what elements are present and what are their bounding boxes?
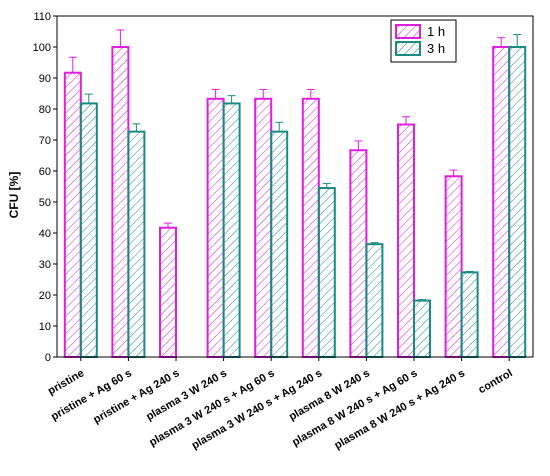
bar-1h — [206, 97, 225, 359]
bar-3h — [222, 102, 241, 358]
y-axis: 0 10 20 30 40 50 60 70 80 90 100 110 — [33, 11, 57, 364]
y-tick-label: 70 — [39, 135, 51, 147]
bar-3h — [270, 130, 289, 358]
plot-frame — [56, 15, 534, 358]
bar-1h — [159, 226, 177, 358]
legend-label: 3 h — [427, 41, 445, 56]
bar-1h — [349, 149, 368, 358]
legend-swatch — [395, 24, 421, 39]
y-tick-label: 110 — [33, 11, 51, 23]
y-tick-label: 80 — [39, 104, 51, 116]
legend-label: 1 h — [427, 24, 445, 39]
bar-3h — [508, 46, 527, 358]
bar-3h — [413, 299, 431, 358]
y-tick-label: 20 — [39, 290, 51, 302]
bar-3h — [127, 130, 146, 358]
bar-1h — [63, 71, 82, 358]
bar-1h — [444, 175, 463, 358]
x-tick-label: pristine + Ag 240 s — [91, 367, 181, 426]
y-tick-label: 50 — [39, 197, 51, 209]
bar-3h — [79, 102, 98, 358]
y-tick-label: 100 — [33, 42, 51, 54]
bar-1h — [254, 97, 273, 359]
bars — [63, 29, 527, 359]
bar-3h — [317, 187, 336, 358]
legend-swatch — [395, 41, 421, 56]
bar-3h — [365, 243, 384, 358]
y-tick-label: 10 — [39, 321, 51, 333]
y-tick-label: 30 — [39, 259, 51, 271]
x-tick-label: pristine — [46, 367, 86, 397]
bar-1h — [301, 97, 320, 359]
y-axis-title: CFU [%] — [7, 172, 21, 219]
y-tick-label: 60 — [39, 166, 51, 178]
bar-3h — [460, 271, 479, 358]
bar-1h — [492, 46, 511, 358]
legend: 1 h3 h — [390, 19, 457, 63]
y-tick-label: 90 — [39, 73, 51, 85]
y-tick-label: 40 — [39, 228, 51, 240]
bar-1h — [397, 123, 415, 358]
y-tick-label: 0 — [45, 352, 51, 364]
x-tick-label: control — [476, 367, 514, 396]
bar-1h — [111, 46, 130, 358]
